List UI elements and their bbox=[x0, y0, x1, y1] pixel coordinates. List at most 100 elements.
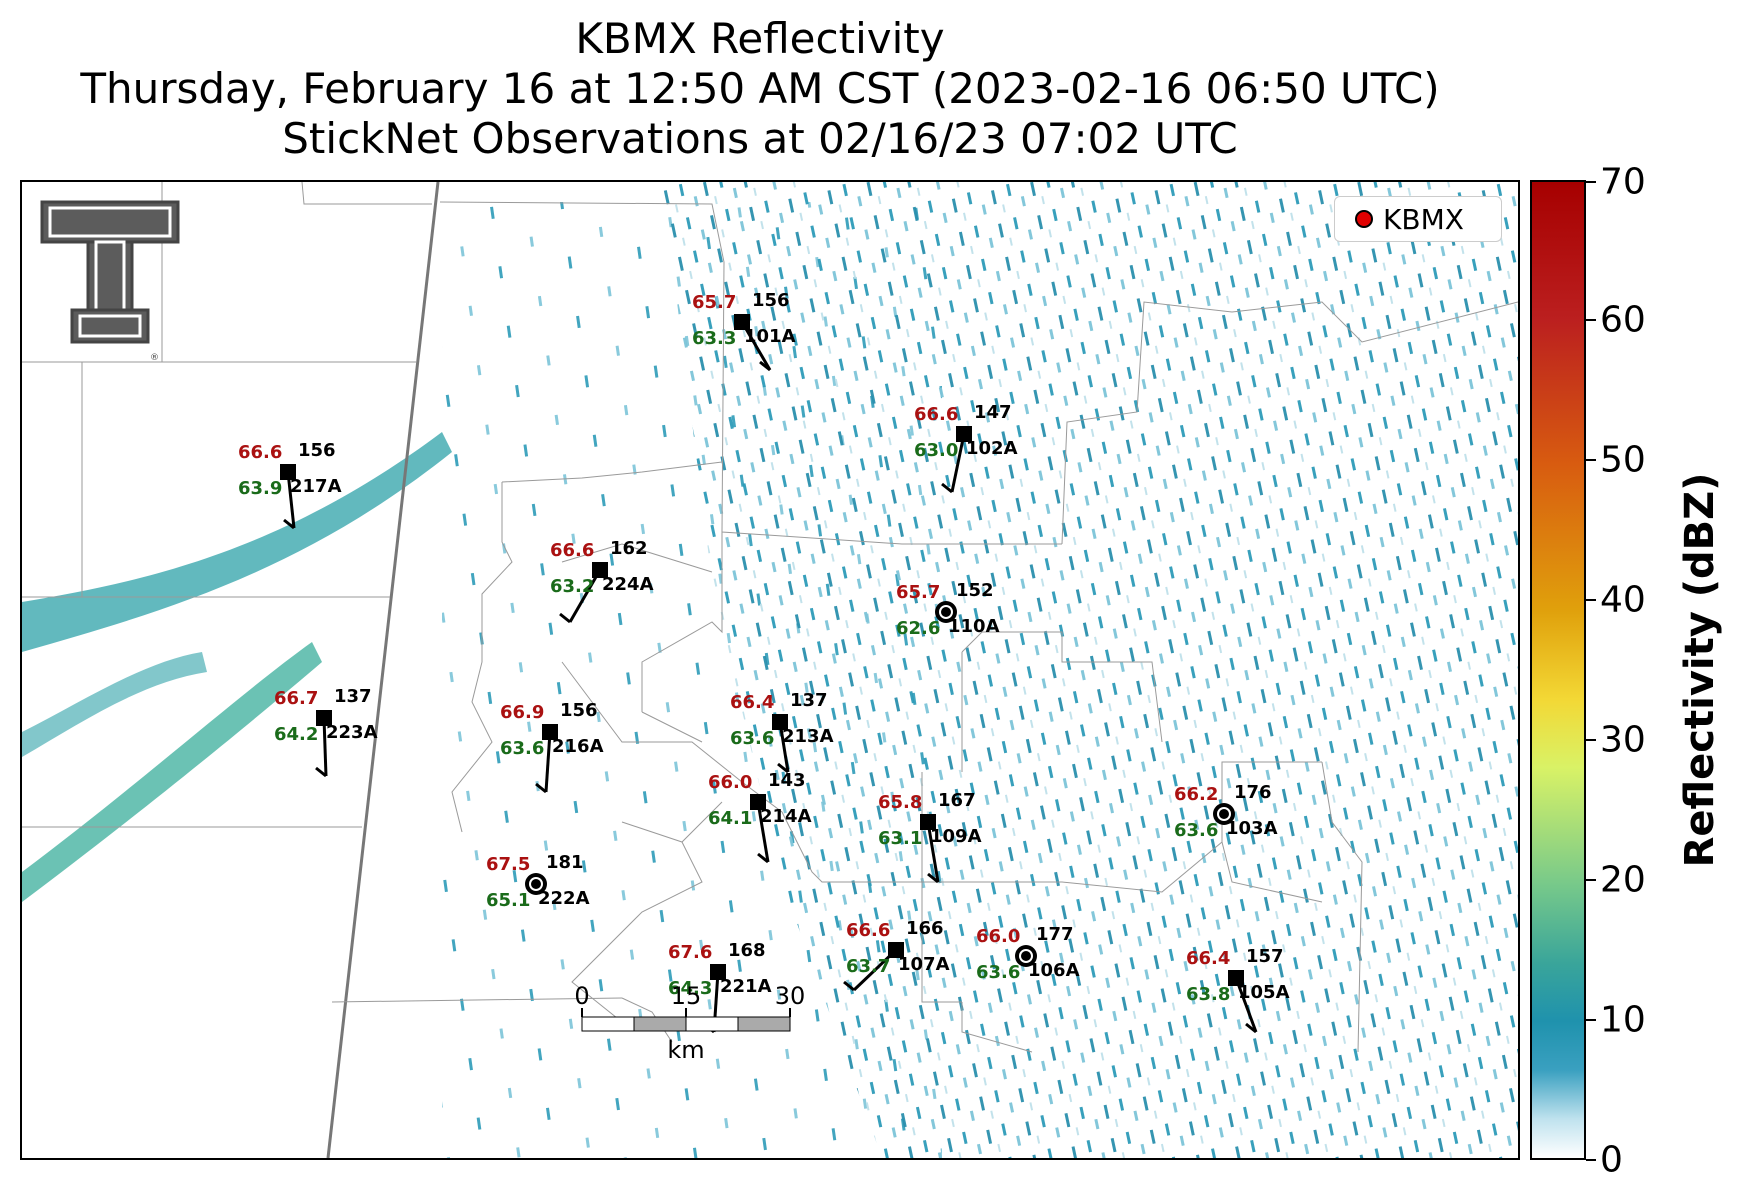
station-plot[interactable]: 66.4 137 63.6 213A bbox=[730, 690, 834, 774]
colorbar-label-30: 30 bbox=[1600, 719, 1646, 761]
scale-label-0: 0 bbox=[574, 982, 589, 1010]
station-dewpoint: 63.0 bbox=[914, 440, 958, 461]
station-plot[interactable]: 66.0 177 63.6 106A bbox=[976, 924, 1080, 983]
station-temperature: 66.0 bbox=[976, 926, 1020, 947]
station-plot[interactable]: 65.7 152 62.6 110A bbox=[896, 580, 1000, 639]
station-dewpoint: 65.1 bbox=[486, 890, 530, 911]
colorbar-tick bbox=[1586, 319, 1596, 321]
station-temperature: 65.7 bbox=[896, 582, 940, 603]
calm-wind-icon bbox=[525, 873, 547, 895]
station-dewpoint: 63.1 bbox=[878, 828, 922, 849]
station-temperature: 66.9 bbox=[500, 702, 544, 723]
station-wind-direction: 176 bbox=[1234, 782, 1272, 803]
wind-barb-flag-icon bbox=[559, 612, 571, 624]
radar-map[interactable]: ® 65.7 156 63.3 101A 66.6 147 63.0 102A 66.6 156 6… bbox=[20, 180, 1520, 1160]
colorbar-label-10: 10 bbox=[1600, 999, 1646, 1041]
station-id: 102A bbox=[966, 438, 1018, 459]
station-dewpoint: 63.6 bbox=[730, 728, 774, 749]
wind-barb-icon bbox=[756, 801, 770, 863]
colorbar-label-70: 70 bbox=[1600, 161, 1646, 203]
station-plot[interactable]: 66.6 156 63.9 217A bbox=[238, 440, 342, 530]
colorbar-label-40: 40 bbox=[1600, 579, 1646, 621]
colorbar-tick bbox=[1586, 181, 1596, 183]
station-marker-icon bbox=[888, 942, 904, 958]
colorbar-label-20: 20 bbox=[1600, 859, 1646, 901]
wind-barb-flag-icon bbox=[283, 518, 295, 530]
station-plot[interactable]: 65.7 156 63.3 101A bbox=[692, 290, 796, 372]
wind-barb-flag-icon bbox=[843, 980, 855, 992]
station-plot[interactable]: 65.8 167 63.1 109A bbox=[878, 790, 982, 884]
wind-barb-icon bbox=[950, 433, 966, 493]
station-wind-direction: 137 bbox=[334, 686, 372, 707]
colorbar-label-50: 50 bbox=[1600, 439, 1646, 481]
station-wind-direction: 168 bbox=[728, 940, 766, 961]
calm-wind-ring-icon bbox=[1019, 949, 1033, 963]
station-id: 221A bbox=[720, 976, 772, 997]
station-plot[interactable]: 66.7 137 64.2 223A bbox=[274, 686, 378, 778]
wind-barb-icon bbox=[286, 471, 296, 529]
station-wind-direction: 156 bbox=[752, 290, 790, 311]
wind-barb-flag-icon bbox=[777, 762, 789, 774]
station-temperature: 66.6 bbox=[238, 442, 282, 463]
texas-tech-logo: ® bbox=[40, 200, 180, 363]
station-dewpoint: 64.1 bbox=[708, 808, 752, 829]
wind-barb-icon bbox=[322, 717, 328, 777]
station-plot[interactable]: 66.9 156 63.6 216A bbox=[500, 700, 604, 794]
station-wind-direction: 137 bbox=[790, 690, 828, 711]
station-id: 103A bbox=[1226, 818, 1278, 839]
station-dewpoint: 64.2 bbox=[274, 724, 318, 745]
station-dewpoint: 63.3 bbox=[692, 328, 736, 349]
wind-barb-icon bbox=[544, 731, 552, 793]
legend-label: KBMX bbox=[1383, 202, 1464, 236]
station-marker-icon bbox=[710, 964, 726, 980]
station-wind-direction: 156 bbox=[298, 440, 336, 461]
station-plot[interactable]: 66.6 147 63.0 102A bbox=[914, 402, 1018, 494]
wind-barb-icon bbox=[1234, 977, 1258, 1033]
colorbar-tick bbox=[1586, 879, 1596, 881]
scale-label-30: 30 bbox=[775, 982, 806, 1010]
station-wind-direction: 181 bbox=[546, 852, 584, 873]
station-plot[interactable]: 66.6 166 63.7 107A bbox=[843, 918, 950, 992]
station-marker-icon bbox=[280, 464, 296, 480]
station-temperature: 66.0 bbox=[708, 772, 752, 793]
station-id: 223A bbox=[326, 722, 378, 743]
station-temperature: 66.6 bbox=[914, 404, 958, 425]
station-temperature: 66.2 bbox=[1174, 784, 1218, 805]
station-wind-direction: 166 bbox=[906, 918, 944, 939]
station-dewpoint: 63.2 bbox=[550, 576, 594, 597]
station-dewpoint: 63.7 bbox=[846, 956, 890, 977]
station-plot[interactable]: 66.2 176 63.6 103A bbox=[1174, 782, 1278, 841]
reflectivity-colorbar bbox=[1530, 180, 1586, 1160]
station-id: 106A bbox=[1028, 960, 1080, 981]
station-plot[interactable]: 67.5 181 65.1 222A bbox=[486, 852, 590, 911]
calm-wind-ring-icon bbox=[1217, 807, 1231, 821]
station-plot[interactable]: 66.0 143 64.1 214A bbox=[708, 770, 812, 864]
calm-wind-icon bbox=[935, 601, 957, 623]
station-marker-icon bbox=[772, 714, 788, 730]
station-temperature: 65.8 bbox=[878, 792, 922, 813]
stickNet-station-plots: 65.7 156 63.3 101A 66.6 147 63.0 102A 66.6 156 63.… bbox=[238, 290, 1290, 1034]
colorbar-tick bbox=[1586, 1159, 1596, 1161]
station-temperature: 66.6 bbox=[846, 920, 890, 941]
station-id: 101A bbox=[744, 326, 796, 347]
state-boundary bbox=[326, 182, 440, 1158]
station-wind-direction: 147 bbox=[974, 402, 1012, 423]
title-line-3: StickNet Observations at 02/16/23 07:02 … bbox=[282, 114, 1238, 163]
station-id: 224A bbox=[602, 574, 654, 595]
colorbar-title: Reflectivity (dBZ) bbox=[1677, 472, 1723, 868]
station-wind-direction: 156 bbox=[560, 700, 598, 721]
station-dewpoint: 62.6 bbox=[896, 618, 940, 639]
station-dewpoint: 63.6 bbox=[500, 738, 544, 759]
colorbar-tick bbox=[1586, 459, 1596, 461]
station-plot[interactable]: 66.6 162 63.2 224A bbox=[550, 538, 654, 624]
wind-barb-icon bbox=[568, 569, 602, 623]
wind-barb-flag-icon bbox=[1245, 1022, 1257, 1034]
station-wind-direction: 143 bbox=[768, 770, 806, 791]
station-temperature: 66.7 bbox=[274, 688, 318, 709]
echo-field-dense bbox=[662, 182, 1518, 1158]
station-plot[interactable]: 66.4 157 63.8 105A bbox=[1186, 946, 1290, 1034]
echo-band-west bbox=[22, 652, 207, 757]
station-marker-icon bbox=[316, 710, 332, 726]
calm-wind-icon bbox=[1213, 803, 1235, 825]
station-temperature: 67.6 bbox=[668, 942, 712, 963]
